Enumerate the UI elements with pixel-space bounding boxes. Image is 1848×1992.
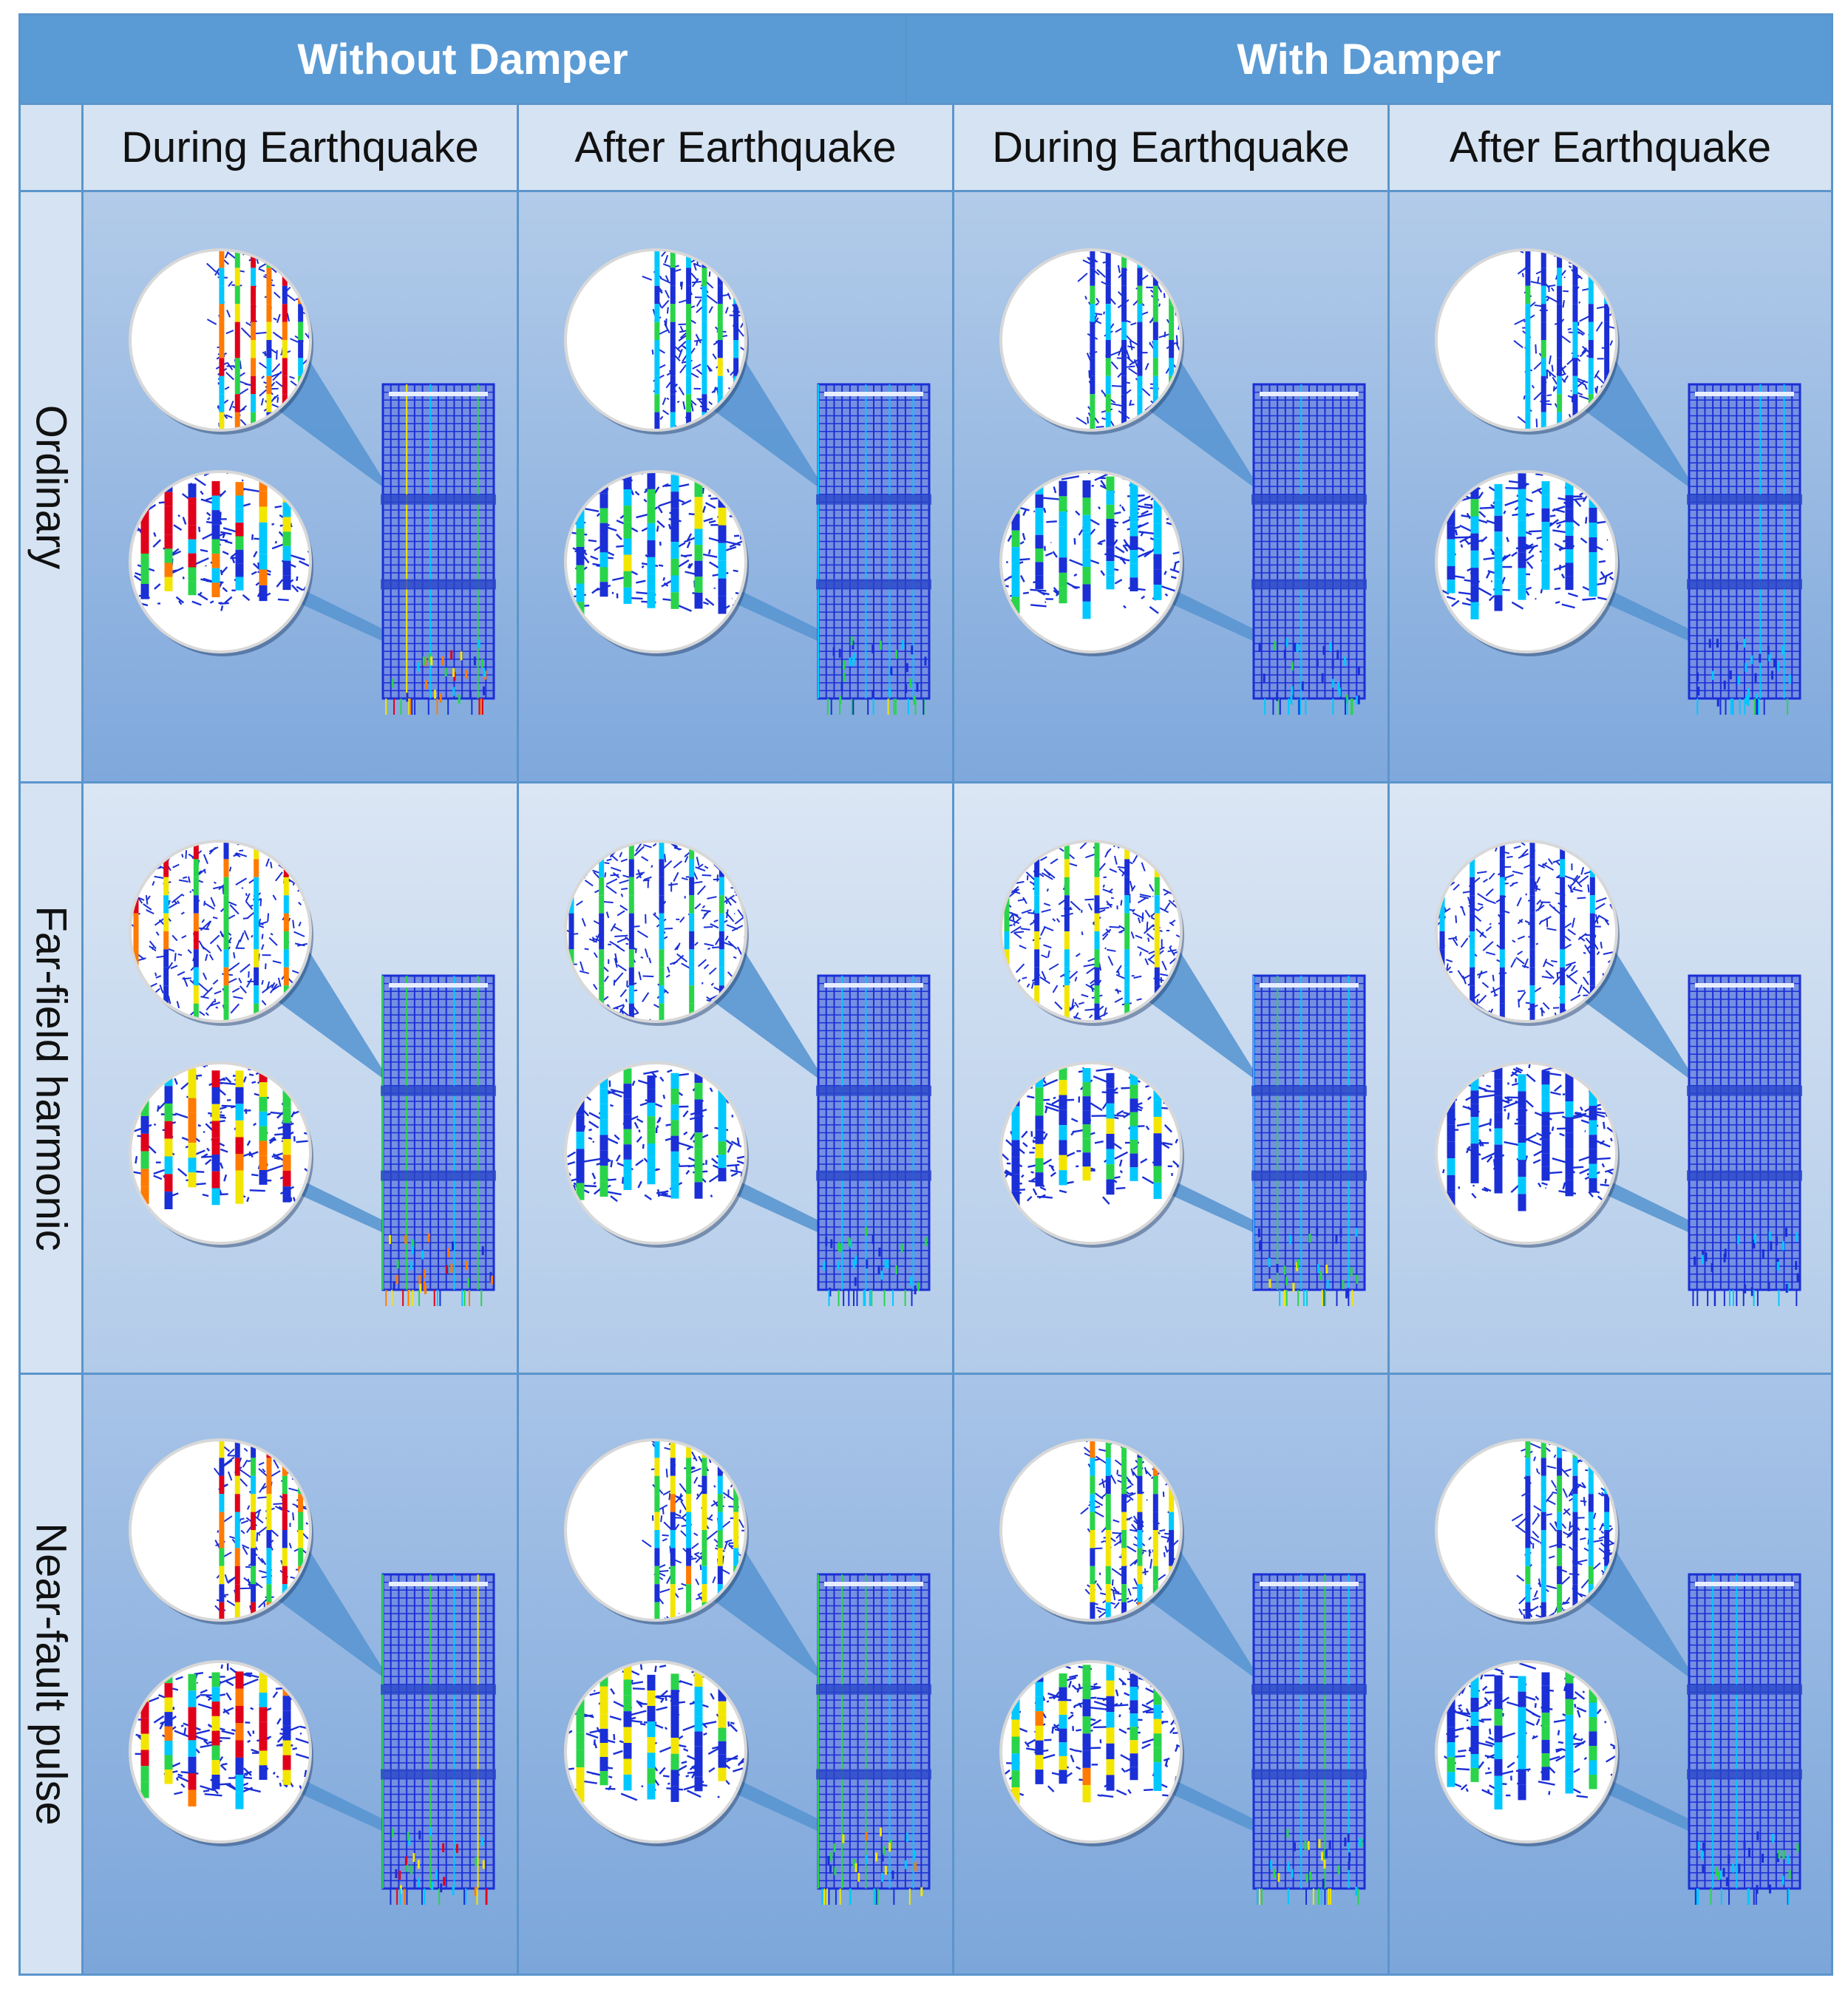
results-table: Without Damper With Damper During Earthq… [18, 13, 1833, 1976]
result-figure [954, 1375, 1387, 1974]
structure-model-icon [1251, 1573, 1367, 1905]
callout-wedge-upper [274, 355, 398, 503]
zoom-circle-upper-icon [564, 1438, 749, 1625]
structure-model-icon [381, 974, 496, 1306]
row-label-near-fault-pulse: Near-fault pulse [21, 1375, 81, 1974]
corner-cell [21, 105, 81, 190]
structure-model-icon [1251, 974, 1367, 1306]
callout-wedge-upper [274, 946, 398, 1094]
result-cell [84, 192, 517, 781]
row-label-text: Near-fault pulse [27, 1523, 75, 1826]
zoom-circle-upper-icon [1435, 248, 1620, 435]
zoom-circle-upper-icon [129, 840, 313, 1026]
result-figure [519, 192, 952, 781]
structure-model-icon [816, 974, 931, 1306]
row-label-text: Far-field harmonic [27, 905, 75, 1251]
zoom-circle-upper-icon [999, 1438, 1184, 1625]
callout-wedge-upper [1580, 1545, 1704, 1693]
result-cell [84, 783, 517, 1373]
callout-wedge-upper [1580, 355, 1704, 503]
result-figure [1390, 783, 1831, 1373]
structure-model-icon [816, 383, 931, 715]
row-label-ordinary: Ordinary [21, 192, 81, 781]
result-figure [1390, 192, 1831, 781]
callout-wedge-upper [274, 1545, 398, 1693]
structure-model-icon [1687, 974, 1802, 1306]
zoom-circle-upper-icon [999, 840, 1184, 1026]
result-cell [519, 192, 952, 781]
result-figure [84, 192, 517, 781]
callout-wedge-upper [1145, 1545, 1268, 1693]
group-header-with-damper: With Damper [907, 16, 1831, 103]
row-label-text: Ordinary [27, 404, 75, 569]
row-label-far-field-harmonic: Far-field harmonic [21, 783, 81, 1373]
zoom-circle-lower-icon [129, 470, 313, 656]
zoom-circle-lower-icon [999, 1660, 1184, 1846]
column-header-with-after: After Earthquake [1390, 105, 1831, 190]
column-header-with-during: During Earthquake [954, 105, 1387, 190]
callout-wedge-upper [1145, 355, 1268, 503]
result-cell [954, 192, 1387, 781]
structure-model-icon [1687, 383, 1802, 715]
result-cell [1390, 783, 1831, 1373]
result-figure [954, 192, 1387, 781]
callout-wedge-upper [1580, 946, 1704, 1094]
result-cell [1390, 1375, 1831, 1974]
zoom-circle-lower-icon [564, 1660, 749, 1846]
result-cell [954, 1375, 1387, 1974]
result-cell [1390, 192, 1831, 781]
callout-wedge-upper [710, 946, 833, 1094]
result-figure [1390, 1375, 1831, 1974]
zoom-circle-lower-icon [1435, 470, 1620, 656]
zoom-circle-lower-icon [1435, 1061, 1620, 1248]
result-figure [84, 1375, 517, 1974]
column-header-without-during: During Earthquake [84, 105, 517, 190]
structure-model-icon [381, 383, 496, 715]
result-figure [519, 1375, 952, 1974]
zoom-circle-lower-icon [999, 470, 1184, 656]
structure-model-icon [1251, 383, 1367, 715]
zoom-circle-lower-icon [999, 1061, 1184, 1248]
zoom-circle-upper-icon [999, 248, 1184, 435]
zoom-circle-lower-icon [1435, 1660, 1620, 1846]
zoom-circle-upper-icon [564, 248, 749, 435]
result-figure [954, 783, 1387, 1373]
callout-wedge-upper [710, 355, 833, 503]
group-header-without-damper: Without Damper [21, 16, 905, 103]
result-cell [954, 783, 1387, 1373]
zoom-circle-upper-icon [564, 840, 749, 1026]
result-cell [519, 783, 952, 1373]
callout-wedge-upper [710, 1545, 833, 1693]
structure-model-icon [381, 1573, 496, 1905]
zoom-circle-lower-icon [564, 470, 749, 656]
zoom-circle-upper-icon [129, 248, 313, 435]
structure-model-icon [816, 1573, 931, 1905]
result-cell [519, 1375, 952, 1974]
result-figure [519, 783, 952, 1373]
column-header-without-after: After Earthquake [519, 105, 952, 190]
callout-wedge-upper [1145, 946, 1268, 1094]
zoom-circle-upper-icon [129, 1438, 313, 1625]
structure-model-icon [1687, 1573, 1802, 1905]
result-cell [84, 1375, 517, 1974]
result-figure [84, 783, 517, 1373]
